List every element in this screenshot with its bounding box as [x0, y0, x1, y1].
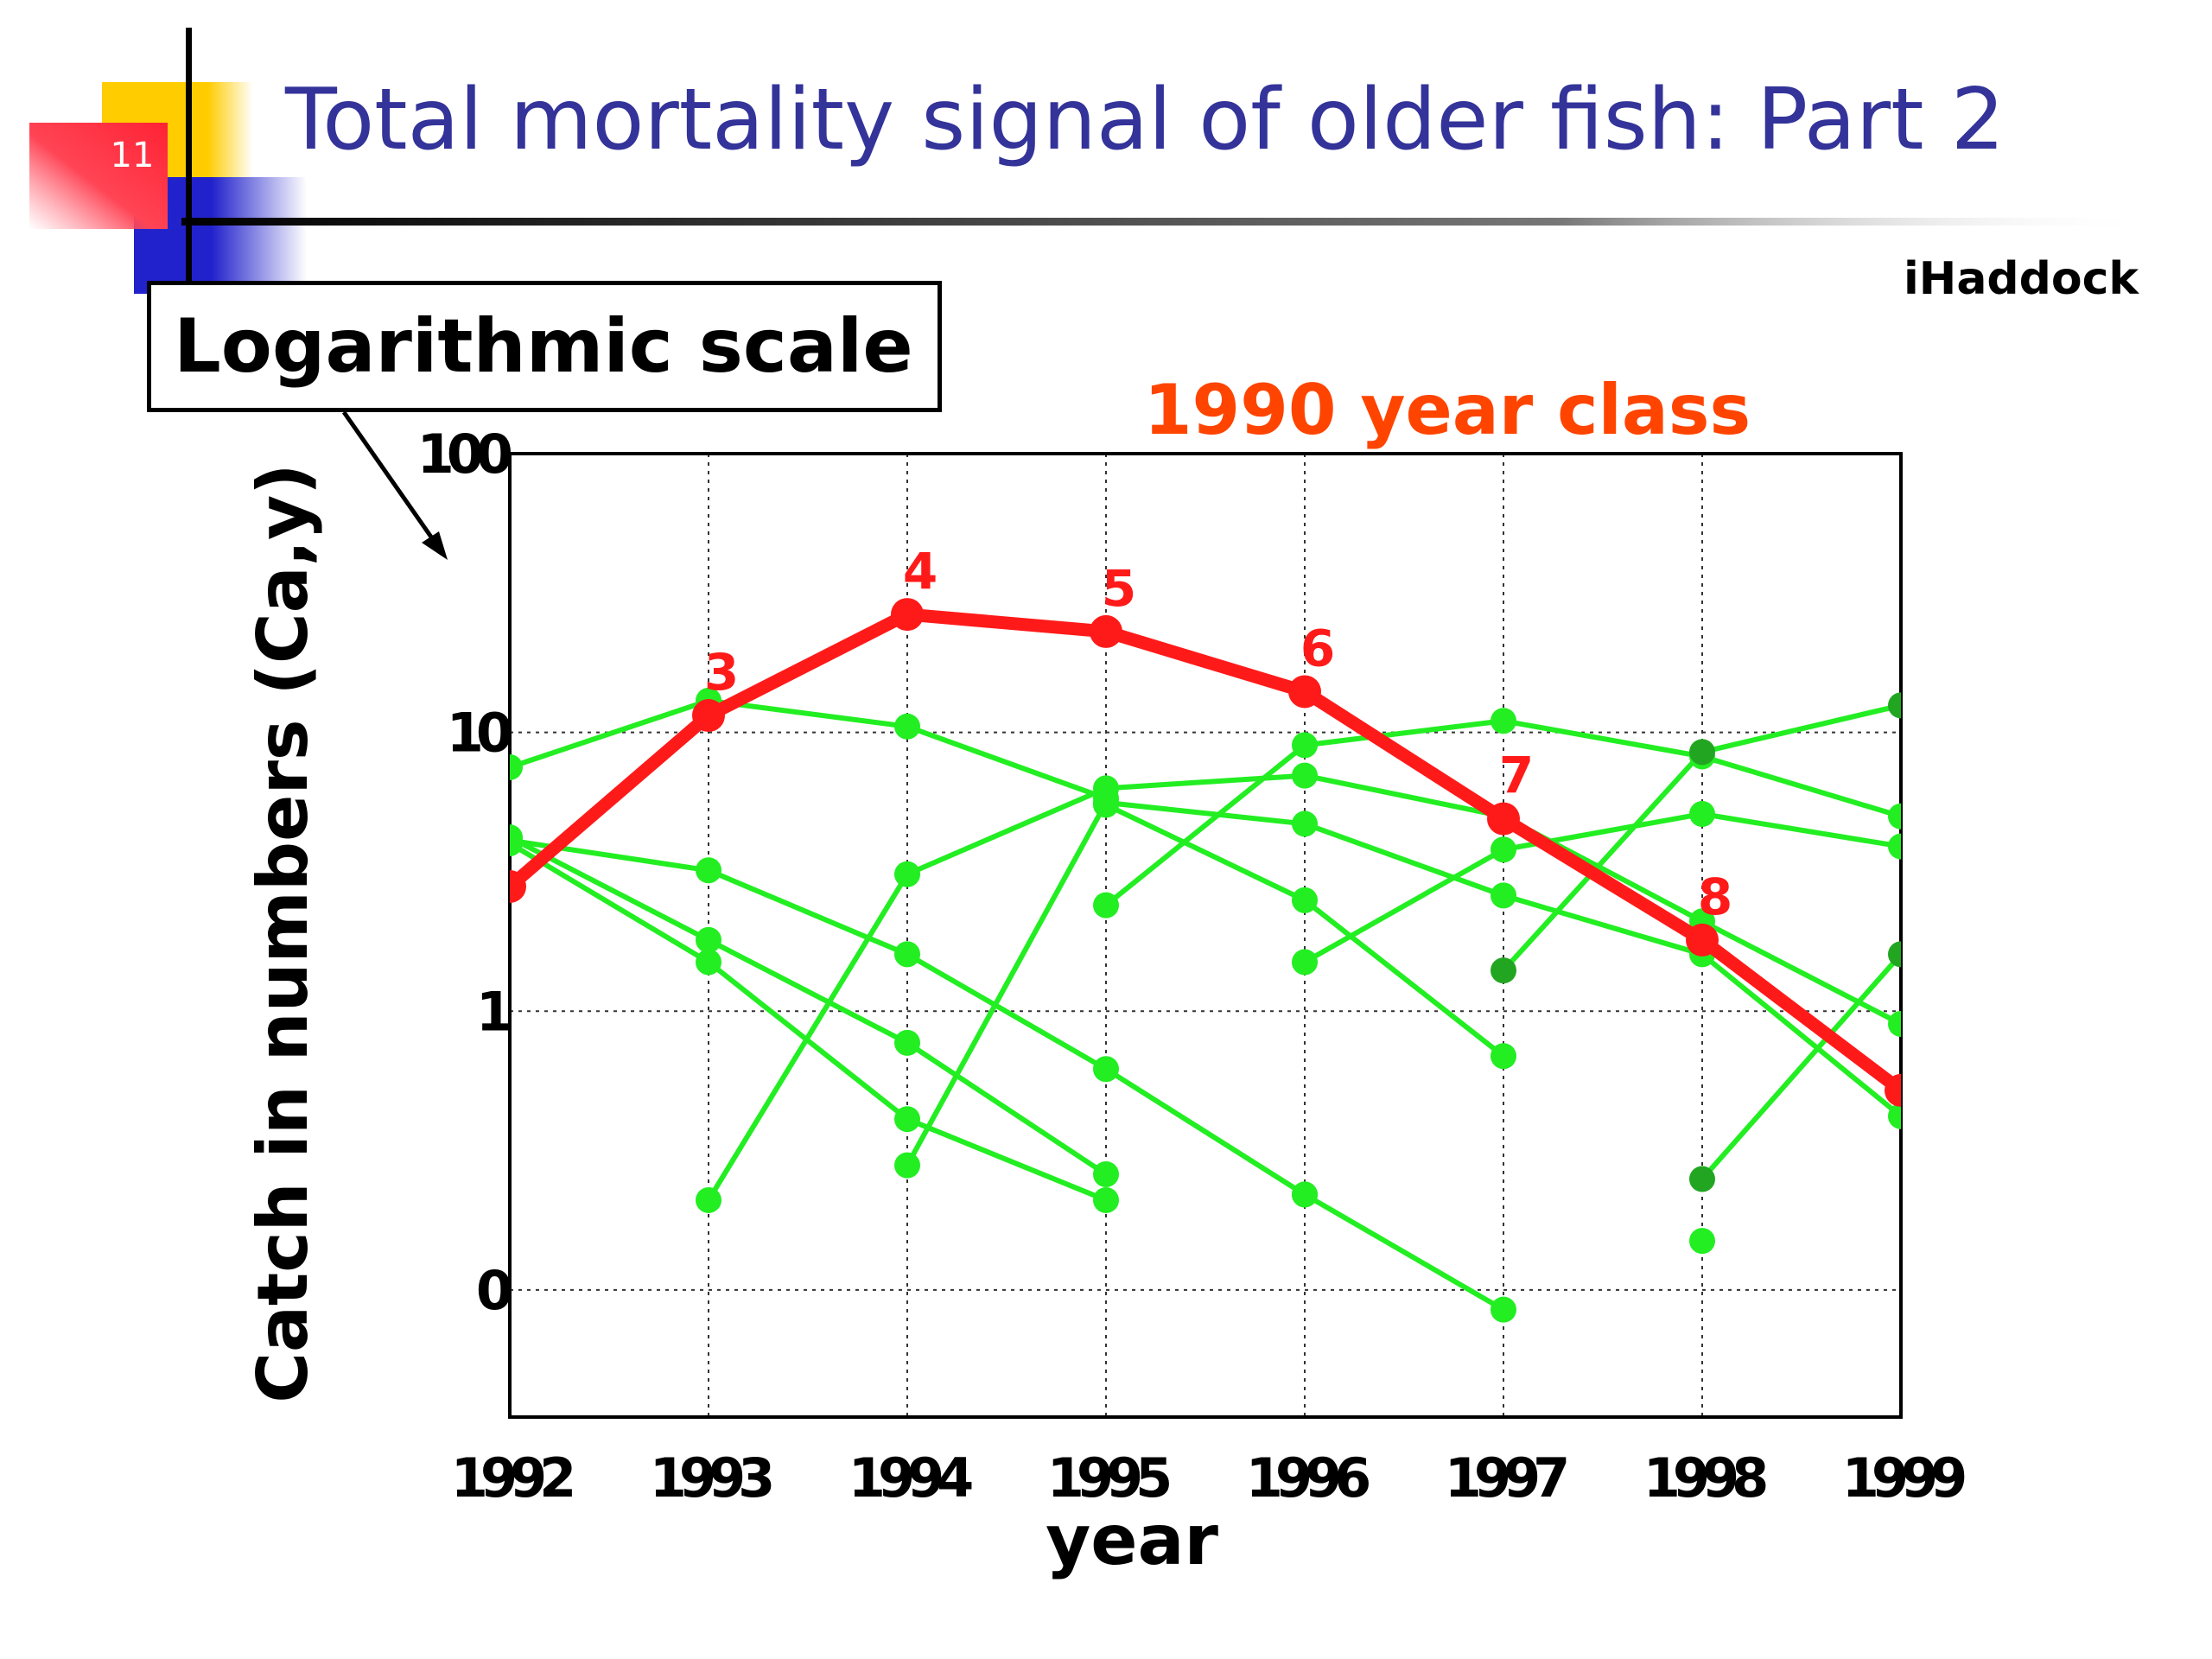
series-point	[1888, 833, 1901, 860]
slide-number: 11	[110, 136, 155, 175]
highlight-point	[891, 598, 924, 632]
highlight-point	[510, 870, 526, 903]
series-point	[1491, 1043, 1516, 1070]
series-line	[510, 835, 1108, 1177]
highlight-point	[1885, 1073, 1901, 1107]
series-point	[1491, 836, 1516, 863]
series-point	[1292, 887, 1318, 913]
highlight-point	[1288, 675, 1321, 709]
series-point	[1292, 762, 1318, 789]
x-tick-label: 1994	[849, 1446, 972, 1510]
x-tick-label: 1996	[1246, 1446, 1369, 1510]
series-point	[1888, 1103, 1901, 1129]
age-label: 6	[1300, 619, 1335, 677]
highlight-point	[1487, 802, 1520, 836]
series-point	[1888, 941, 1901, 968]
series-point	[696, 926, 721, 953]
callout-arrowhead	[422, 531, 448, 560]
series-point	[894, 941, 920, 968]
series-point	[1491, 1296, 1516, 1323]
title-underline	[181, 218, 2152, 226]
series-point	[894, 713, 920, 740]
age-label: 7	[1499, 747, 1534, 805]
series-line	[510, 697, 1108, 801]
series-point	[1292, 949, 1318, 976]
series-point	[894, 1106, 920, 1133]
series-point	[1093, 1161, 1119, 1188]
age-label: 4	[903, 542, 938, 601]
series-line	[905, 799, 1901, 1167]
series-point	[1093, 892, 1119, 918]
series-point	[894, 861, 920, 887]
series-point	[894, 1152, 920, 1179]
series-point	[510, 830, 523, 857]
y-tick-label: 100	[417, 423, 512, 486]
highlight-series	[510, 598, 1901, 1107]
y-tick-label: 0	[476, 1259, 512, 1322]
series-line	[510, 841, 1108, 1203]
highlight-point	[692, 699, 725, 733]
series-point	[1689, 800, 1715, 827]
age-label: 3	[704, 643, 739, 702]
series-point	[1888, 692, 1901, 719]
series-point	[1093, 1056, 1119, 1083]
series-point	[1689, 1228, 1715, 1255]
series-point	[696, 1186, 721, 1213]
highlight-point	[1686, 923, 1719, 957]
x-tick-label: 1992	[451, 1446, 572, 1510]
red-square	[29, 123, 168, 229]
series-point	[1292, 1181, 1318, 1208]
series-point	[1689, 1166, 1715, 1192]
series-point	[1292, 732, 1318, 759]
highlight-line	[510, 607, 1901, 1096]
x-tick-label: 1999	[1842, 1446, 1965, 1510]
series-point	[1093, 791, 1119, 818]
age-label: 8	[1698, 868, 1732, 926]
plot-frame	[508, 452, 1903, 1419]
y-axis-label: Catch in numbers (Ca,y)	[243, 463, 323, 1402]
x-tick-label: 1995	[1047, 1446, 1169, 1510]
slide-decoration	[29, 28, 2152, 294]
highlight-point	[1090, 614, 1122, 648]
x-tick-label: 1998	[1643, 1446, 1766, 1510]
series-point	[1689, 739, 1715, 766]
brand-label: iHaddock	[1903, 253, 2139, 305]
series-point	[894, 1029, 920, 1056]
series-point	[696, 857, 721, 884]
series-line	[1303, 1192, 1505, 1313]
slide-title: Total mortality signal of older fish: Pa…	[285, 71, 2005, 169]
x-tick-label: 1993	[650, 1446, 772, 1510]
series-point	[1888, 803, 1901, 830]
series-point	[1491, 957, 1516, 984]
log-scale-callout: Logarithmic scale	[147, 281, 942, 412]
series-point	[1491, 708, 1516, 734]
chart-ticks: 1992 1993 1994 1995 1996 1997 1998 1999 0 1 10 100	[417, 423, 1974, 1510]
y-tick-label: 1	[476, 980, 510, 1043]
vertical-bar	[186, 28, 192, 287]
series-point	[696, 949, 721, 976]
series-point	[1888, 1011, 1901, 1038]
y-tick-label: 10	[447, 702, 512, 765]
x-axis-label: year	[1046, 1500, 1218, 1580]
age-label: 5	[1102, 559, 1136, 618]
chart-title: 1990 year class	[1144, 370, 1751, 450]
series-point	[510, 753, 523, 780]
x-tick-label: 1997	[1445, 1446, 1567, 1510]
series-line	[1700, 952, 1901, 1181]
series-line	[1303, 810, 1901, 965]
series-point	[1093, 1186, 1119, 1213]
series-point	[1491, 882, 1516, 909]
series-point	[1292, 810, 1318, 837]
callout-arrow	[341, 410, 445, 555]
